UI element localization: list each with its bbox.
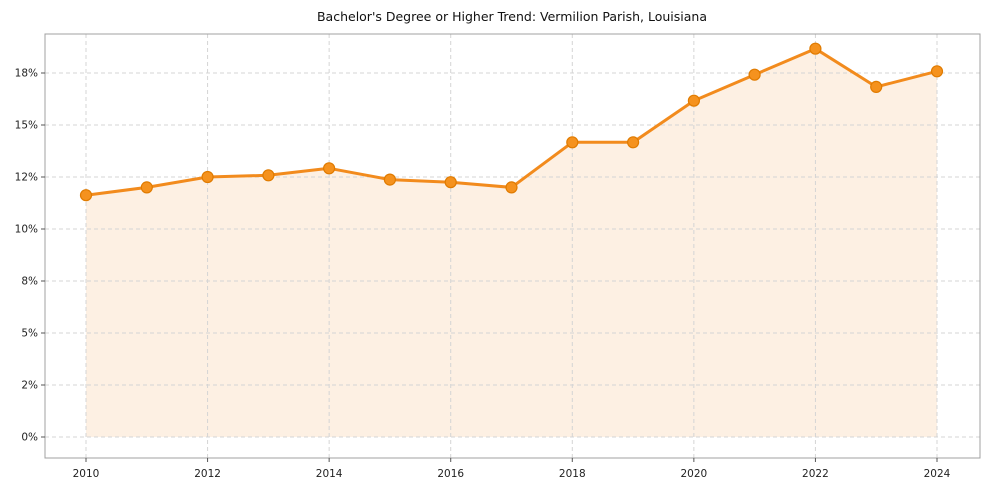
data-point-2014 <box>323 162 336 175</box>
x-tick-label-2018: 2018 <box>559 468 586 480</box>
chart-title: Bachelor's Degree or Higher Trend: Vermi… <box>317 9 707 24</box>
data-point-2013 <box>262 169 275 182</box>
x-tick-label-2024: 2024 <box>924 468 951 480</box>
data-point-2021 <box>748 68 761 81</box>
series-layer <box>79 42 944 202</box>
y-tick-label-15%: 15% <box>15 120 38 132</box>
y-tick-label-0%: 0% <box>21 432 38 444</box>
data-point-2010 <box>79 189 93 202</box>
data-point-2011 <box>140 181 153 194</box>
x-tick-label-2020: 2020 <box>680 468 707 480</box>
data-point-2012 <box>201 170 214 184</box>
area-fill-layer <box>86 48 937 437</box>
y-tick-label-10%: 10% <box>15 224 38 236</box>
x-tick-label-2014: 2014 <box>316 468 343 480</box>
gridline-layer <box>45 34 980 458</box>
y-tick-label-18%: 18% <box>15 68 38 80</box>
y-tick-label-12%: 12% <box>15 172 38 184</box>
data-point-2015 <box>383 173 396 186</box>
data-point-2018 <box>566 136 579 149</box>
data-point-2022 <box>809 42 822 55</box>
x-tick-label-2010: 2010 <box>73 468 100 480</box>
plot-border <box>44 33 981 459</box>
y-tick-label-2%: 2% <box>21 380 38 392</box>
x-tick-label-2016: 2016 <box>437 468 464 480</box>
area-fill <box>86 48 937 437</box>
x-tick-label-2022: 2022 <box>802 468 829 480</box>
y-tick-label-8%: 8% <box>21 276 38 288</box>
data-point-2024 <box>930 65 944 78</box>
tick-label-layer: 0% 2% 5% 8% 10% 12% 15% 18% 2010 2012 2014 2016 2018… <box>15 68 951 481</box>
data-point-2019 <box>626 136 640 149</box>
data-point-2023 <box>870 80 883 94</box>
x-tick-label-2012: 2012 <box>194 468 221 480</box>
data-point-2020 <box>687 94 701 107</box>
data-point-2017 <box>505 181 518 194</box>
data-point-2016 <box>444 176 457 189</box>
y-tick-label-5%: 5% <box>21 328 38 340</box>
axes-layer <box>41 33 981 462</box>
